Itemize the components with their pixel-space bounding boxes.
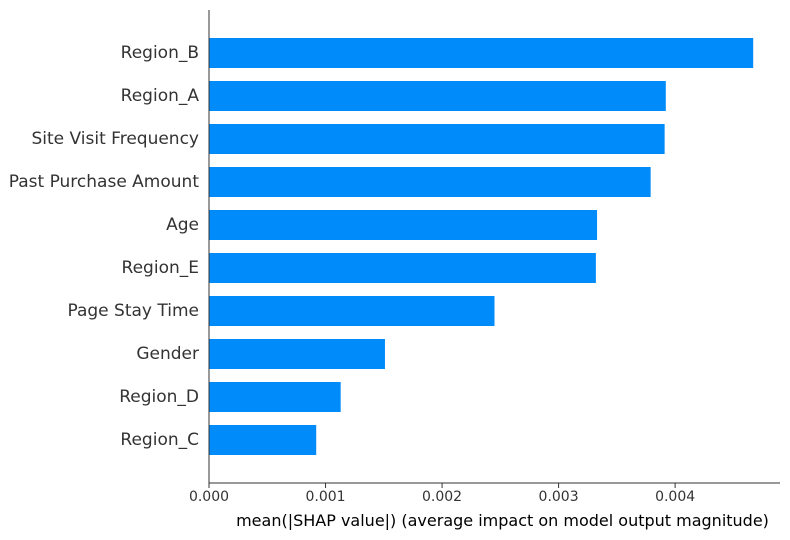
x-axis-title: mean(|SHAP value|) (average impact on mo…: [236, 511, 769, 530]
category-label: Region_D: [119, 387, 199, 407]
category-label: Past Purchase Amount: [9, 172, 200, 192]
x-tick-label: 0.003: [539, 489, 579, 505]
x-tick-label: 0.004: [655, 489, 695, 505]
category-label: Site Visit Frequency: [32, 129, 200, 149]
category-label: Region_B: [121, 43, 199, 63]
category-label: Region_C: [120, 430, 199, 450]
category-labels: Region_B Region_A Site Visit Frequency Past…: [9, 43, 200, 450]
bar-page-stay-time: [209, 296, 495, 326]
category-label: Page Stay Time: [67, 301, 199, 321]
x-tick-label: 0.000: [189, 489, 229, 505]
bar-region-e: [209, 253, 596, 283]
category-label: Region_A: [121, 86, 200, 106]
category-label: Age: [166, 215, 199, 235]
category-label: Region_E: [122, 258, 199, 278]
bar-past-purchase-amount: [209, 167, 651, 197]
category-label: Gender: [136, 344, 199, 364]
bar-age: [209, 210, 598, 240]
x-axis-ticks: 0.000 0.001 0.002 0.003 0.004: [189, 483, 695, 505]
bar-region-d: [209, 382, 341, 412]
bar-region-a: [209, 81, 666, 111]
x-tick-label: 0.002: [422, 489, 462, 505]
bar-region-b: [209, 38, 754, 68]
bar-region-c: [209, 425, 317, 455]
bar-gender: [209, 339, 385, 369]
bar-site-visit-frequency: [209, 124, 665, 154]
x-tick-label: 0.001: [305, 489, 345, 505]
bars-layer: [209, 38, 754, 455]
